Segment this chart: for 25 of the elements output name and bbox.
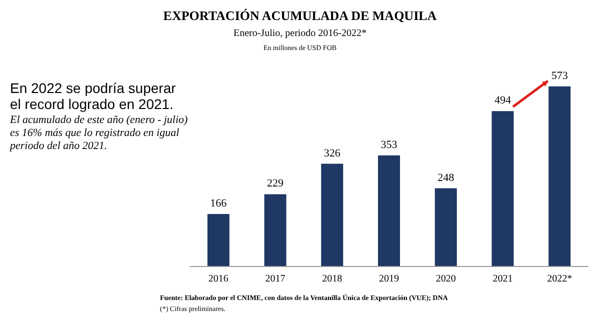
bar (378, 155, 400, 266)
x-tick-label: 2018 (322, 274, 342, 284)
bar (264, 194, 286, 266)
bar (434, 188, 457, 266)
text: En 2022 se podría superar el record logrado en 2021. (10, 80, 177, 112)
bar (548, 86, 571, 266)
text: El acumulado de este año (enero - julio) es 16% más que lo registrado en igual periodo del año 2021. (10, 114, 188, 153)
x-tick-label: 2021 (492, 274, 513, 284)
chart-subtitle: Enero-Julio, periodo 2016-2022* (232, 28, 368, 39)
data-label: 494 (494, 94, 512, 107)
data-label: 229 (267, 178, 284, 190)
x-tick-label: 2022* (547, 274, 572, 284)
data-label: 326 (324, 147, 341, 160)
bar (492, 111, 514, 266)
chart-title: EXPORTACIÓN ACUMULADA DE MAQUILA (162, 8, 438, 24)
bar (207, 214, 230, 266)
x-tick-label: 2016 (208, 274, 228, 284)
data-label: 248 (438, 172, 455, 184)
bar (321, 164, 344, 266)
data-label: 166 (210, 197, 228, 210)
x-tick-label: 2019 (379, 274, 399, 284)
x-tick-label: 2017 (265, 274, 286, 284)
data-label: 353 (380, 138, 398, 151)
data-label: 573 (551, 70, 568, 82)
x-tick-label: 2020 (436, 274, 456, 284)
